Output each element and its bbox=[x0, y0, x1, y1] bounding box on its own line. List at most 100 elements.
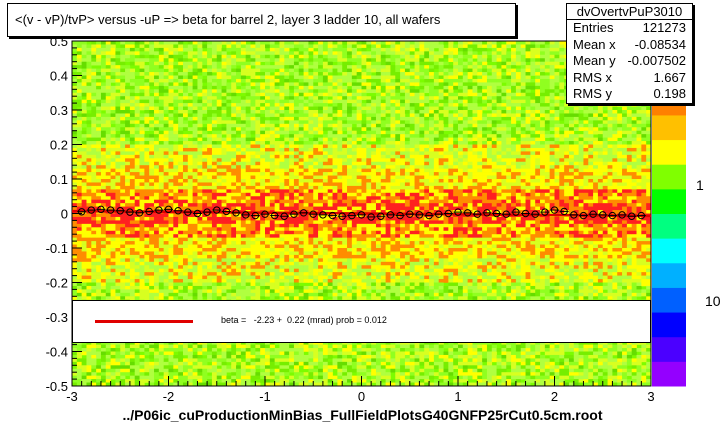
heatmap-cell bbox=[178, 348, 184, 352]
heatmap-cell bbox=[221, 213, 227, 218]
heatmap-cell bbox=[207, 144, 213, 149]
heatmap-cell bbox=[125, 110, 131, 114]
heatmap-cell bbox=[110, 58, 116, 62]
heatmap-cell bbox=[105, 251, 111, 256]
heatmap-cell bbox=[110, 137, 116, 142]
heatmap-cell bbox=[76, 175, 82, 180]
heatmap-cell bbox=[129, 199, 136, 204]
heatmap-cell bbox=[105, 268, 111, 273]
heatmap-cell bbox=[265, 351, 271, 356]
heatmap-cell bbox=[72, 292, 78, 297]
heatmap-cell bbox=[168, 379, 174, 383]
heatmap-cell bbox=[308, 189, 314, 194]
heatmap-cell bbox=[120, 203, 126, 207]
heatmap-cell bbox=[86, 375, 92, 380]
heatmap-cell bbox=[313, 199, 319, 204]
heatmap-cell bbox=[178, 344, 184, 349]
heatmap-cell bbox=[125, 41, 131, 45]
heatmap-cell bbox=[178, 123, 184, 128]
heatmap-cell bbox=[110, 130, 116, 135]
heatmap-cell bbox=[120, 165, 126, 169]
heatmap-cell bbox=[149, 382, 155, 387]
heatmap-cell bbox=[86, 368, 92, 373]
heatmap-cell bbox=[303, 47, 309, 52]
heatmap-cell bbox=[173, 341, 179, 345]
heatmap-cell bbox=[202, 165, 208, 169]
heatmap-cell bbox=[173, 203, 179, 207]
heatmap-cell bbox=[163, 189, 169, 194]
heatmap-cell bbox=[81, 168, 87, 173]
heatmap-cell bbox=[207, 158, 213, 163]
heatmap-cell bbox=[72, 361, 78, 366]
heatmap-cell bbox=[250, 223, 256, 228]
heatmap-cell bbox=[313, 351, 319, 356]
heatmap-cell bbox=[125, 130, 131, 135]
heatmap-cell bbox=[211, 161, 218, 166]
heatmap-cell bbox=[173, 165, 179, 169]
heatmap-cell bbox=[202, 103, 208, 107]
heatmap-cell bbox=[81, 75, 87, 80]
heatmap-cell bbox=[255, 165, 261, 169]
heatmap-cell bbox=[202, 382, 208, 387]
heatmap-cell bbox=[120, 85, 126, 90]
heatmap-cell bbox=[265, 344, 271, 349]
heatmap-cell bbox=[279, 241, 285, 245]
heatmap-cell bbox=[163, 147, 169, 152]
heatmap-cell bbox=[221, 358, 227, 363]
heatmap-cell bbox=[231, 44, 237, 49]
heatmap-cell bbox=[226, 237, 232, 242]
heatmap-cell bbox=[250, 196, 256, 200]
heatmap-cell bbox=[168, 368, 174, 373]
heatmap-cell bbox=[105, 175, 111, 180]
heatmap-cell bbox=[240, 296, 247, 301]
heatmap-cell bbox=[207, 282, 213, 287]
heatmap-cell bbox=[265, 265, 271, 269]
heatmap-cell bbox=[250, 116, 256, 121]
heatmap-cell bbox=[100, 220, 107, 225]
heatmap-cell bbox=[120, 182, 126, 187]
heatmap-cell bbox=[240, 230, 247, 235]
heatmap-cell bbox=[120, 106, 126, 111]
heatmap-cell bbox=[313, 151, 319, 156]
heatmap-cell bbox=[289, 116, 295, 121]
heatmap-cell bbox=[255, 196, 261, 200]
heatmap-cell bbox=[308, 151, 314, 156]
heatmap-cell bbox=[221, 41, 227, 45]
heatmap-cell bbox=[231, 161, 237, 166]
heatmap-cell bbox=[86, 168, 92, 173]
heatmap-cell bbox=[134, 234, 140, 238]
heatmap-cell bbox=[154, 292, 160, 297]
heatmap-cell bbox=[250, 234, 256, 238]
heatmap-cell bbox=[298, 89, 304, 94]
heatmap-cell bbox=[120, 382, 126, 387]
heatmap-cell bbox=[125, 227, 131, 232]
heatmap-cell bbox=[221, 275, 227, 280]
heatmap-cell bbox=[318, 168, 324, 173]
heatmap-cell bbox=[105, 192, 111, 197]
heatmap-cell bbox=[231, 261, 237, 266]
heatmap-cell bbox=[245, 220, 251, 225]
heatmap-cell bbox=[192, 244, 198, 249]
heatmap-cell bbox=[289, 375, 295, 380]
heatmap-cell bbox=[240, 282, 247, 287]
heatmap-cell bbox=[255, 292, 261, 297]
heatmap-cell bbox=[154, 275, 160, 280]
heatmap-cell bbox=[96, 154, 102, 159]
heatmap-cell bbox=[303, 261, 309, 266]
heatmap-cell bbox=[125, 154, 131, 159]
heatmap-cell bbox=[178, 203, 184, 207]
heatmap-cell bbox=[115, 296, 121, 301]
heatmap-cell bbox=[308, 351, 314, 356]
heatmap-cell bbox=[149, 248, 155, 252]
heatmap-cell bbox=[158, 58, 164, 62]
heatmap-cell bbox=[260, 179, 266, 183]
heatmap-cell bbox=[168, 285, 174, 290]
heatmap-cell bbox=[284, 175, 290, 180]
heatmap-cell bbox=[158, 78, 164, 83]
heatmap-cell bbox=[192, 234, 198, 238]
heatmap-cell bbox=[240, 379, 247, 383]
heatmap-cell bbox=[318, 82, 324, 87]
heatmap-cell bbox=[293, 47, 300, 52]
heatmap-cell bbox=[245, 165, 251, 169]
heatmap-cell bbox=[226, 92, 232, 97]
